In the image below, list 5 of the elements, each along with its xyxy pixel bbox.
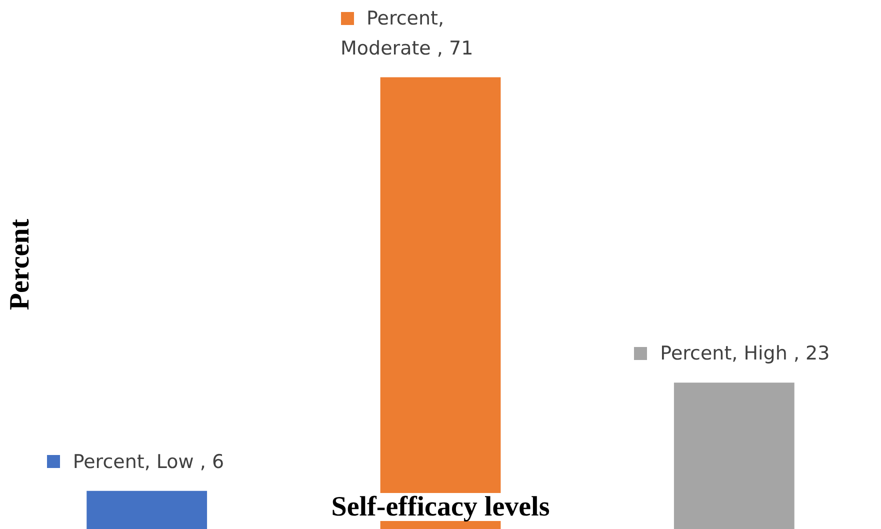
data-label: Percent, Moderate , 71	[340, 7, 474, 60]
y-axis-title: Percent	[4, 218, 36, 310]
data-label: Percent, Low , 6	[72, 450, 224, 473]
data-label: Percent, High , 23	[660, 342, 830, 365]
x-axis-title: Self-efficacy levels	[331, 492, 550, 522]
